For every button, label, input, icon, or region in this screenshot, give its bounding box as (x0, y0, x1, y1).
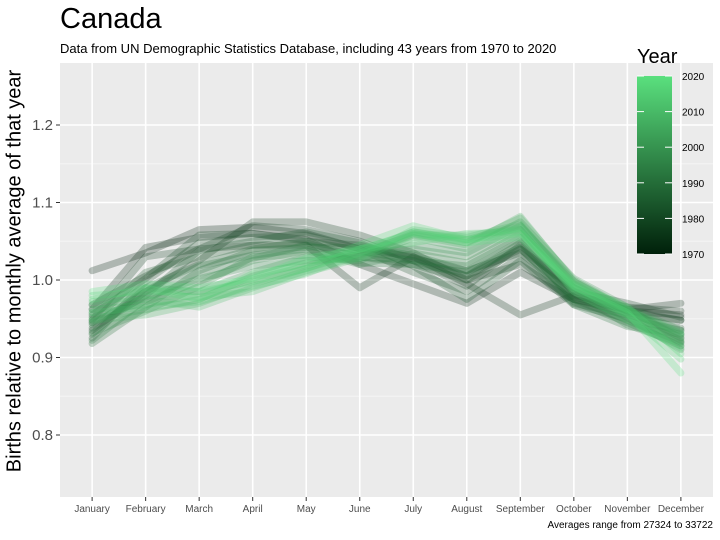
legend-title: Year (637, 46, 678, 68)
legend-tick-label: 1980 (682, 214, 705, 225)
x-tick-label: October (556, 504, 592, 515)
legend-tick-label: 2000 (682, 143, 705, 154)
series-line-1992 (88, 243, 685, 338)
series-line-1988 (88, 237, 685, 346)
chart-caption: Averages range from 27324 to 33722 (547, 520, 714, 531)
series-line-1980 (88, 230, 685, 324)
series-line-1978 (88, 222, 685, 324)
y-tick-label: 0.9 (32, 350, 53, 367)
x-axis-ticks: January February March April May June July Augu… (74, 497, 705, 515)
series-line-1986 (88, 239, 685, 342)
series-line-2020 (88, 230, 685, 377)
legend-tick-label: 1970 (682, 250, 705, 261)
legend-tick-label: 2010 (682, 108, 705, 119)
series-line-2018 (88, 222, 685, 358)
series-line-1972 (88, 230, 685, 313)
legend-colorbar (637, 76, 672, 254)
legend-tick-label: 1990 (682, 179, 705, 190)
legend-ticks: 1970 1980 1990 2000 2010 2020 (637, 72, 705, 261)
y-tick-label: 0.8 (32, 427, 53, 444)
x-tick-label: January (74, 504, 110, 515)
grid-minor (60, 163, 713, 397)
chart-title: Canada (60, 3, 162, 35)
series-line-2004 (88, 214, 685, 338)
y-axis-ticks: 0.8 0.9 1.0 1.1 1.2 (32, 117, 60, 444)
y-tick-label: 1.0 (32, 272, 53, 289)
legend-tick-label: 2020 (682, 72, 705, 83)
x-tick-label: April (243, 504, 263, 515)
x-tick-label: February (126, 504, 166, 515)
grid-major (60, 63, 713, 497)
series-line-2014 (88, 223, 685, 352)
x-tick-label: August (451, 504, 482, 515)
series-line-1984 (88, 228, 685, 334)
x-tick-label: November (604, 504, 651, 515)
series-line-2010 (88, 220, 685, 350)
series-line-2000 (88, 222, 685, 340)
series-line-2006 (88, 222, 685, 342)
series-line-1994 (88, 233, 685, 354)
x-tick-label: July (404, 504, 422, 515)
series-line-2016 (88, 228, 685, 363)
color-legend: 1970 1980 1990 2000 2010 2020 (637, 72, 705, 261)
series-line-1982 (88, 231, 685, 342)
series-line-2008 (88, 212, 685, 346)
series-line-1998 (88, 226, 685, 347)
series-line-1990 (88, 237, 685, 350)
series-line-1996 (88, 230, 685, 344)
series-lines (88, 212, 685, 377)
series-line-1976 (88, 218, 685, 334)
chart-subtitle: Data from UN Demographic Statistics Data… (60, 41, 557, 56)
series-line-2002 (88, 218, 685, 334)
x-tick-label: June (349, 504, 371, 515)
x-tick-label: December (658, 504, 705, 515)
x-tick-label: March (185, 504, 213, 515)
y-tick-label: 1.1 (32, 195, 53, 212)
x-tick-label: September (496, 504, 546, 515)
x-tick-label: May (297, 504, 316, 515)
series-line-2012 (88, 226, 685, 337)
series-line-1970 (88, 223, 685, 319)
series-line-1974 (88, 241, 685, 319)
y-tick-label: 1.2 (32, 117, 53, 134)
